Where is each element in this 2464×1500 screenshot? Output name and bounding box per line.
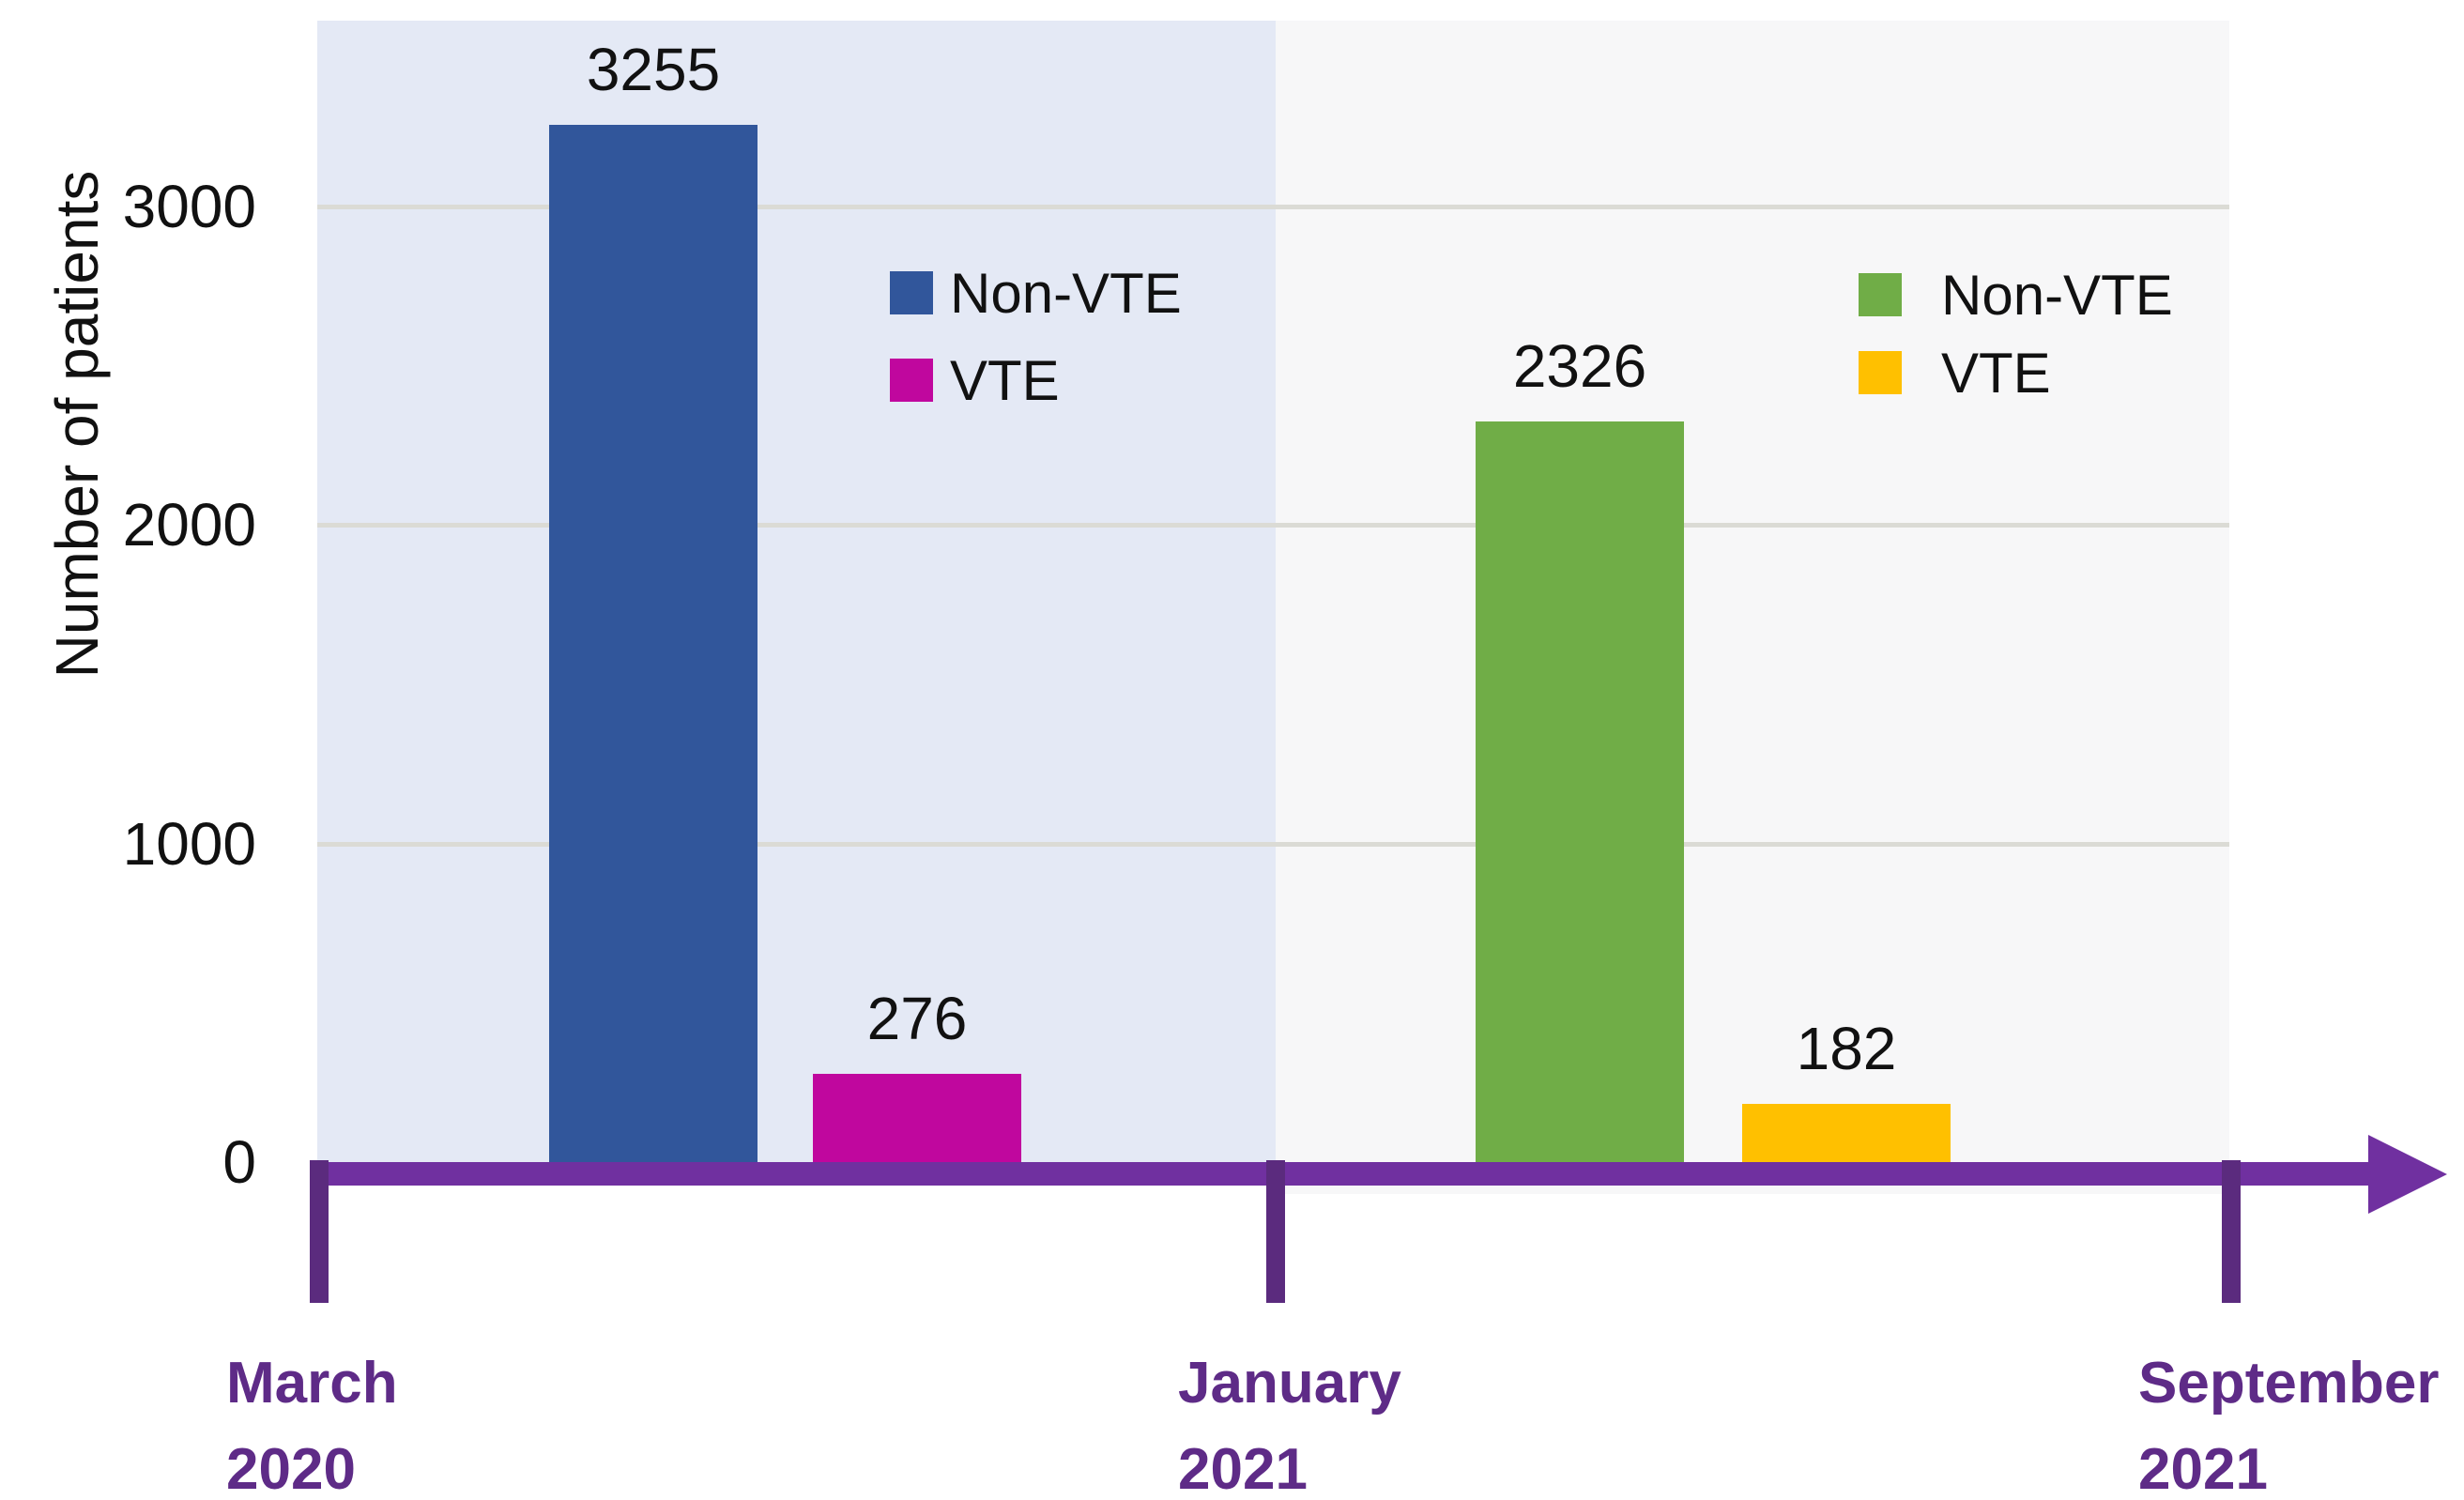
y-tick-label-0: 0 [222, 1128, 256, 1196]
y-tick-label-3000: 3000 [122, 173, 256, 240]
bar-value-label: 3255 [586, 36, 721, 103]
milestone-label-march-2020: March 2020 [226, 1340, 398, 1500]
timeline-arrowhead-icon [2368, 1135, 2447, 1214]
milestone-label-january-2021: January 2021 [1178, 1340, 1401, 1500]
milestone-label-september-2021: September 2021 [2138, 1340, 2439, 1500]
bar-nonvte-period2 [1476, 421, 1684, 1162]
bar-nonvte-period1 [549, 125, 758, 1162]
timeline-tick-january-2021 [1266, 1160, 1285, 1303]
gridline-3000 [317, 205, 2229, 209]
milestone-year: 2021 [2138, 1437, 2268, 1500]
gridline-1000 [317, 842, 2229, 847]
milestone-year: 2020 [226, 1437, 356, 1500]
legend-label: Non-VTE [950, 261, 1182, 325]
timeline-tick-september-2021 [2222, 1160, 2241, 1303]
y-axis-title: Number of patients [43, 170, 111, 679]
y-tick-label-1000: 1000 [122, 810, 256, 878]
nonvte-period1-swatch-icon [890, 271, 933, 314]
legend-label: VTE [1941, 341, 2051, 405]
gridline-2000 [317, 523, 2229, 528]
bar-value-label: 182 [1796, 1015, 1897, 1082]
legend-item-nonvte-period1: Non-VTE [890, 262, 1182, 325]
nonvte-period2-swatch-icon [1859, 273, 1902, 316]
vte-period1-swatch-icon [890, 359, 933, 402]
legend-item-vte-period1: VTE [890, 349, 1060, 412]
timeline-tick-march-2020 [310, 1160, 329, 1303]
legend-item-nonvte-period2: Non-VTE [1859, 264, 2173, 327]
period2-background-panel [1276, 21, 2229, 1194]
bar-vte-period1 [813, 1074, 1021, 1162]
legend-item-vte-period2: VTE [1859, 342, 2051, 405]
y-tick-label-2000: 2000 [122, 491, 256, 559]
bar-vte-period2 [1742, 1104, 1951, 1162]
vte-period2-swatch-icon [1859, 351, 1902, 394]
period1-background-panel [317, 21, 1276, 1162]
milestone-month: January [1178, 1351, 1401, 1416]
milestone-month: September [2138, 1351, 2440, 1416]
timeline-axis [317, 1162, 2368, 1186]
milestone-month: March [226, 1351, 398, 1416]
bar-value-label: 2326 [1512, 332, 1647, 400]
milestone-year: 2021 [1178, 1437, 1308, 1500]
bar-value-label: 276 [866, 985, 968, 1052]
legend-label: VTE [950, 348, 1060, 412]
legend-label: Non-VTE [1941, 263, 2173, 327]
